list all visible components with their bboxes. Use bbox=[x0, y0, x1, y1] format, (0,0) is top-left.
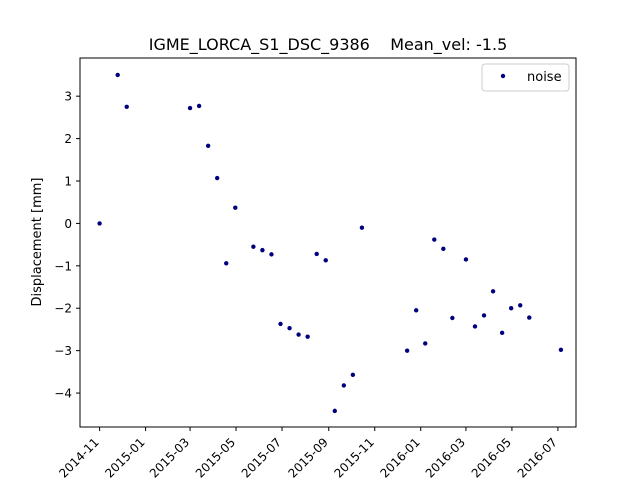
data-point bbox=[323, 258, 328, 263]
data-point bbox=[359, 225, 365, 230]
y-tick-label: −2 bbox=[54, 302, 72, 316]
data-point bbox=[196, 103, 202, 109]
y-tick-label: 0 bbox=[64, 217, 72, 231]
x-tick-label: 2015-03 bbox=[147, 435, 192, 480]
data-point bbox=[558, 347, 564, 353]
data-point bbox=[224, 261, 229, 266]
data-point bbox=[450, 315, 455, 321]
x-tick-label: 2016-07 bbox=[515, 435, 560, 480]
data-point bbox=[518, 303, 523, 308]
plot-area bbox=[80, 58, 576, 427]
data-point bbox=[314, 251, 319, 257]
x-tick-label: 2015-01 bbox=[102, 435, 147, 480]
x-tick-label: 2015-11 bbox=[332, 435, 377, 480]
y-tick-label: −4 bbox=[54, 387, 72, 401]
data-point bbox=[441, 246, 446, 252]
data-point bbox=[332, 408, 337, 414]
data-point bbox=[413, 308, 419, 313]
y-tick-label: −3 bbox=[54, 344, 72, 358]
legend-box bbox=[481, 63, 570, 92]
data-point bbox=[269, 252, 274, 257]
y-tick-label: 3 bbox=[64, 90, 72, 104]
data-point bbox=[499, 330, 505, 336]
legend-marker-noise bbox=[500, 73, 506, 79]
data-point bbox=[490, 289, 496, 294]
data-point bbox=[251, 244, 256, 249]
x-tick-label: 2015-07 bbox=[239, 435, 284, 480]
x-tick-label: 2014-11 bbox=[56, 435, 101, 480]
y-axis-label: Displacement [mm] bbox=[30, 178, 45, 307]
data-point bbox=[305, 334, 310, 339]
data-point bbox=[115, 72, 120, 78]
data-point bbox=[508, 306, 514, 311]
series-noise-points bbox=[97, 72, 564, 414]
x-tick-label: 2016-01 bbox=[377, 435, 422, 480]
x-tick-label: 2015-09 bbox=[286, 435, 331, 480]
data-point bbox=[296, 332, 301, 337]
data-point bbox=[214, 175, 220, 181]
legend-label-noise: noise bbox=[527, 70, 562, 85]
y-axis-ticks: −4 −3 −2 −1 0 1 2 3 bbox=[54, 90, 80, 401]
data-point bbox=[233, 205, 238, 210]
y-tick-label: 1 bbox=[64, 175, 72, 189]
data-point bbox=[404, 348, 410, 353]
data-point bbox=[260, 247, 265, 253]
data-point bbox=[463, 257, 469, 262]
x-tick-label: 2016-03 bbox=[423, 435, 468, 480]
data-point bbox=[287, 325, 292, 331]
chart-title: IGME_LORCA_S1_DSC_9386 Mean_vel: -1.5 bbox=[149, 35, 508, 55]
data-point bbox=[341, 383, 347, 388]
x-axis-ticks: 2014-11 2015-01 2015-03 2015-05 2015-07 2015-… bbox=[56, 427, 560, 480]
data-point bbox=[350, 372, 356, 378]
data-point bbox=[423, 341, 428, 346]
data-point bbox=[481, 313, 487, 318]
legend: noise bbox=[481, 63, 570, 92]
data-point bbox=[432, 237, 437, 242]
data-point bbox=[97, 221, 102, 226]
data-point bbox=[187, 105, 193, 111]
data-point bbox=[527, 315, 532, 320]
data-point bbox=[124, 104, 129, 109]
plot-frame bbox=[79, 57, 577, 428]
y-tick-label: −1 bbox=[54, 259, 72, 273]
data-point bbox=[472, 324, 478, 329]
x-tick-label: 2016-05 bbox=[469, 435, 514, 480]
y-tick-label: 2 bbox=[64, 132, 72, 146]
data-point bbox=[278, 321, 283, 327]
data-point bbox=[205, 143, 211, 148]
x-tick-label: 2015-05 bbox=[193, 435, 238, 480]
